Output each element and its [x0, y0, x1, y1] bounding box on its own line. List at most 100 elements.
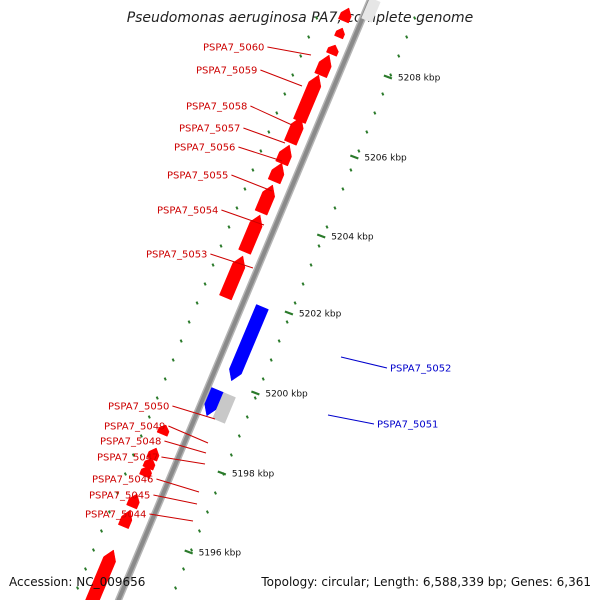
- forward-gene-arrow[interactable]: [219, 255, 246, 301]
- gene-label-pspa7-5048[interactable]: PSPA7_5048: [100, 437, 161, 448]
- tick-dot: [115, 491, 119, 495]
- kbp-tick-label: 5200 kbp: [265, 390, 308, 400]
- kbp-tick-mark: [383, 74, 393, 80]
- tick-dot: [365, 130, 369, 134]
- tick-dot: [267, 130, 271, 134]
- tick-dot: [349, 168, 353, 172]
- tick-dot: [197, 529, 202, 533]
- other-gene-block[interactable]: [361, 0, 381, 23]
- label-leader-line: [250, 105, 293, 126]
- forward-gene-arrow[interactable]: [84, 549, 116, 600]
- tick-dot: [413, 16, 417, 20]
- tick-dot: [131, 453, 135, 457]
- gene-label-pspa7-5053[interactable]: PSPA7_5053: [146, 250, 207, 261]
- other-gene-block[interactable]: [212, 392, 236, 424]
- tick-dot: [84, 567, 88, 571]
- tick-dot: [357, 149, 361, 153]
- gene-label-pspa7-5059[interactable]: PSPA7_5059: [196, 66, 257, 77]
- tick-dot: [373, 111, 377, 115]
- tick-dot: [179, 339, 183, 343]
- tick-dot: [285, 320, 289, 324]
- tick-dot: [219, 244, 223, 248]
- kbp-tick-mark: [349, 154, 359, 160]
- gene-label-pspa7-5057[interactable]: PSPA7_5057: [179, 124, 240, 135]
- gene-label-pspa7-5047[interactable]: PSPA7_5047: [97, 453, 158, 464]
- tick-dot: [203, 282, 207, 286]
- tick-dot: [163, 377, 167, 381]
- kbp-tick-mark: [184, 549, 194, 555]
- reverse-gene-arrow[interactable]: [229, 304, 269, 382]
- tick-dot: [182, 567, 186, 571]
- forward-gene-arrow[interactable]: [283, 116, 304, 146]
- tick-dot: [227, 225, 231, 229]
- tick-dot: [235, 206, 239, 210]
- tick-dot: [174, 586, 178, 590]
- gene-label-pspa7-5060[interactable]: PSPA7_5060: [203, 43, 264, 54]
- label-leader-line: [210, 253, 254, 269]
- label-leader-line: [243, 127, 286, 144]
- accession-text: Accession: NC_009656: [9, 575, 146, 589]
- gene-label-pspa7-5054[interactable]: PSPA7_5054: [157, 206, 218, 217]
- label-leader-line: [149, 513, 194, 522]
- forward-gene-arrow[interactable]: [326, 44, 339, 57]
- forward-gene-arrow[interactable]: [267, 162, 285, 185]
- gene-label-pspa7-5046[interactable]: PSPA7_5046: [92, 475, 153, 486]
- tick-dot: [309, 263, 313, 267]
- tick-dot: [243, 187, 247, 191]
- tick-dot: [301, 282, 305, 286]
- forward-gene-arrow[interactable]: [139, 465, 152, 479]
- forward-gene-arrow[interactable]: [254, 184, 275, 216]
- tick-dot: [275, 111, 279, 115]
- label-leader-line: [221, 209, 265, 226]
- tick-dot: [245, 415, 249, 419]
- forward-gene-arrow[interactable]: [338, 7, 352, 24]
- kbp-tick-label: 5206 kbp: [364, 154, 407, 164]
- forward-gene-arrow[interactable]: [293, 74, 322, 124]
- label-leader-line: [231, 174, 273, 192]
- forward-gene-arrow[interactable]: [275, 144, 292, 167]
- forward-gene-arrow[interactable]: [117, 509, 133, 530]
- tick-dot: [277, 339, 281, 343]
- label-leader-line: [168, 425, 209, 444]
- tick-dot: [341, 187, 345, 191]
- gene-label-pspa7-5056[interactable]: PSPA7_5056: [174, 143, 235, 154]
- tick-dot: [253, 396, 257, 400]
- gene-label-pspa7-5055[interactable]: PSPA7_5055: [167, 171, 228, 182]
- label-leader-line: [238, 146, 283, 162]
- gene-label-pspa7-5044[interactable]: PSPA7_5044: [85, 510, 146, 521]
- label-leader-line: [172, 405, 216, 420]
- forward-gene-arrow[interactable]: [314, 54, 332, 79]
- kbp-tick-label: 5196 kbp: [199, 549, 242, 559]
- label-leader-line: [164, 440, 207, 454]
- forward-gene-arrow[interactable]: [156, 424, 170, 437]
- forward-gene-arrow[interactable]: [238, 214, 263, 255]
- label-leader-line: [260, 69, 303, 87]
- forward-gene-arrow[interactable]: [126, 493, 140, 510]
- tick-dot: [171, 358, 175, 362]
- tick-dot: [155, 396, 159, 400]
- kbp-tick-mark: [250, 390, 260, 396]
- forward-gene-arrow[interactable]: [334, 27, 345, 40]
- reverse-gene-arrow[interactable]: [204, 387, 224, 417]
- left-tick-row: [76, 16, 319, 590]
- gene-label-pspa7-5051[interactable]: PSPA7_5051: [377, 420, 438, 431]
- tick-dot: [213, 491, 217, 495]
- gene-label-pspa7-5050[interactable]: PSPA7_5050: [108, 402, 169, 413]
- label-leader-line: [340, 356, 388, 369]
- gene-label-pspa7-5045[interactable]: PSPA7_5045: [89, 491, 150, 502]
- tick-dot: [269, 358, 273, 362]
- label-leader-line: [267, 46, 312, 56]
- gene-label-pspa7-5049[interactable]: PSPA7_5049: [104, 422, 165, 433]
- gene-label-pspa7-5052[interactable]: PSPA7_5052: [390, 364, 451, 375]
- tick-dot: [76, 586, 80, 590]
- tick-dot: [315, 16, 319, 20]
- tick-dot: [333, 206, 337, 210]
- genome-backbone: [116, 0, 373, 600]
- genome-title: Pseudomonas aeruginosa PA7, complete gen…: [126, 10, 474, 26]
- gene-label-pspa7-5058[interactable]: PSPA7_5058: [186, 102, 247, 113]
- label-leader-line: [327, 414, 375, 425]
- kbp-tick-label: 5198 kbp: [232, 470, 275, 480]
- label-leader-line: [161, 456, 206, 465]
